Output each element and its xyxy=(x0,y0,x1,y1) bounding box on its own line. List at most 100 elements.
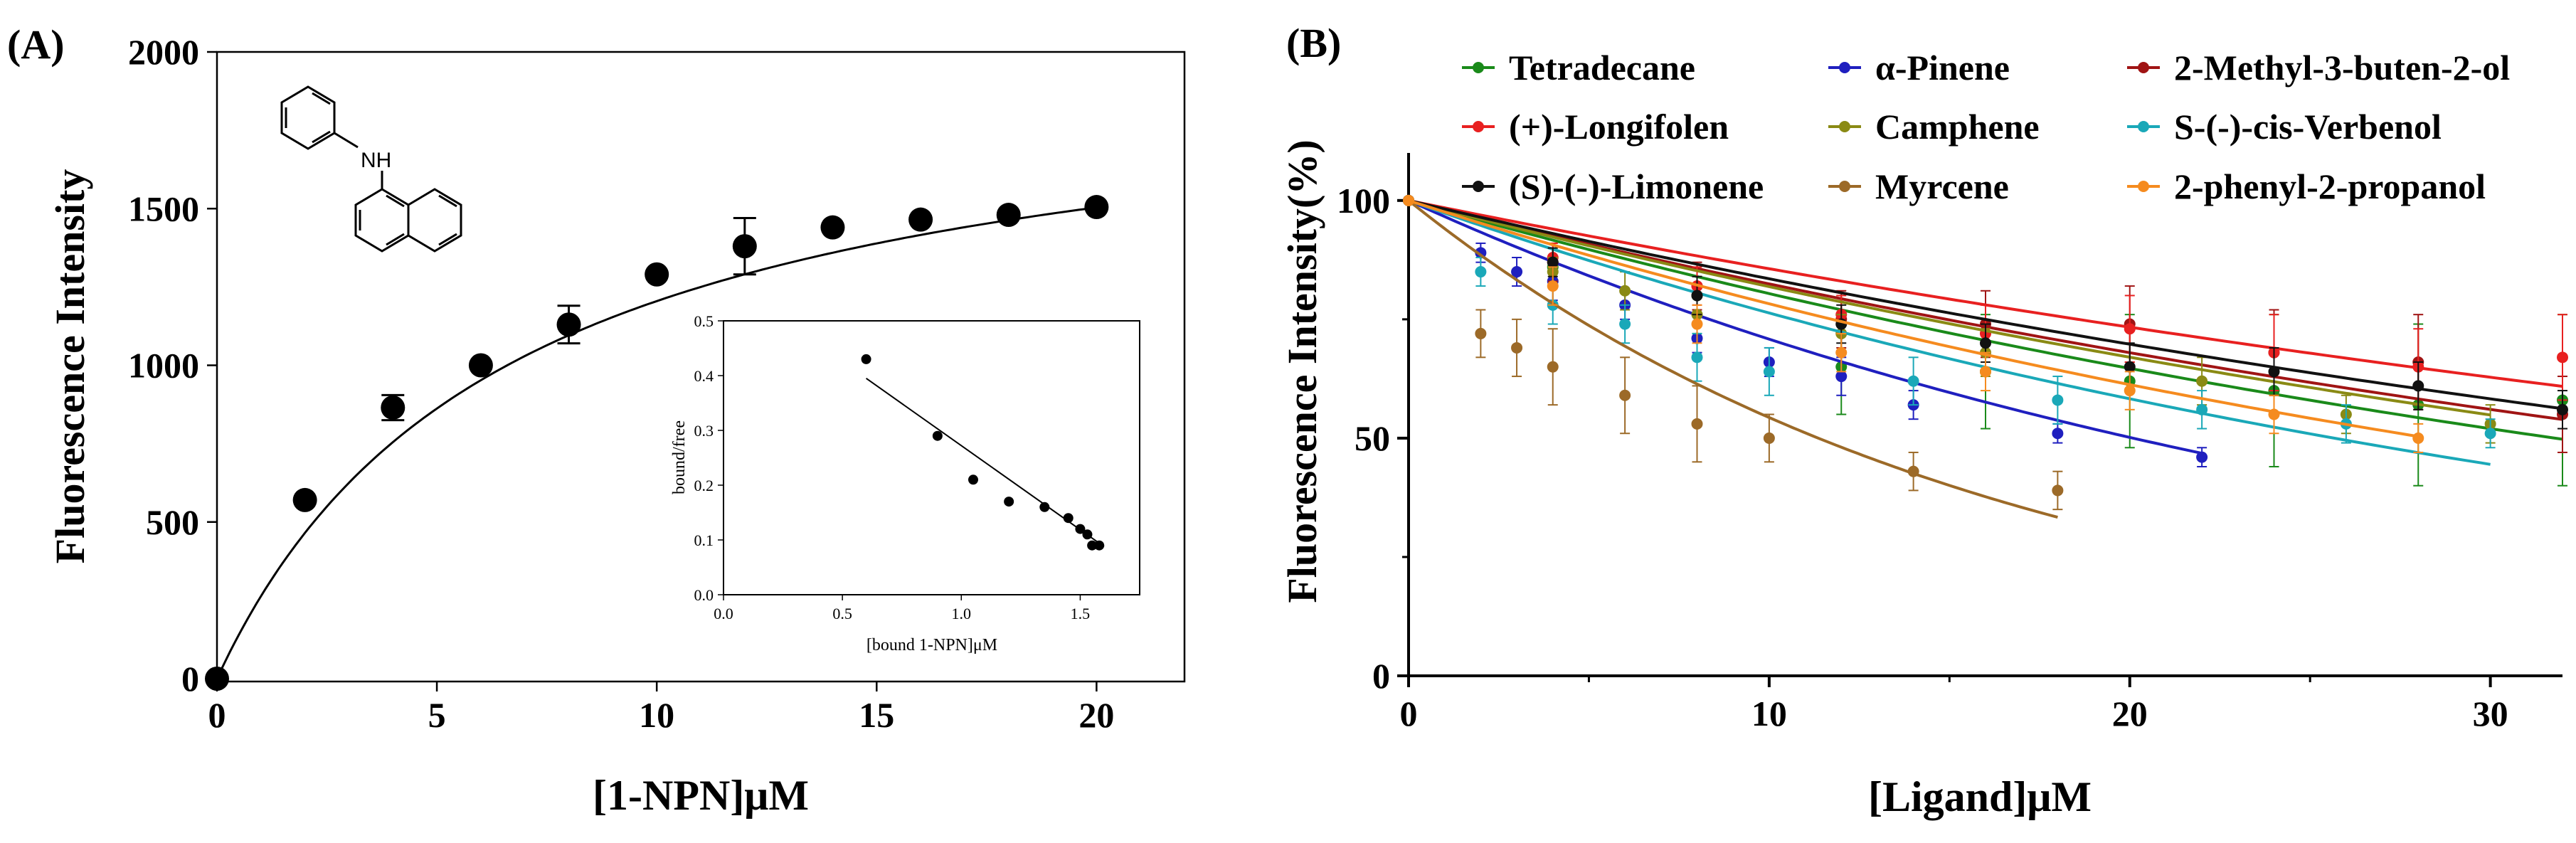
panel-a-y-tick-label: 0 xyxy=(181,659,199,699)
series-data-point xyxy=(1475,266,1487,278)
series-data-point xyxy=(2557,403,2568,415)
molecule-structure-1-npn xyxy=(280,85,462,253)
panel-a-data-point xyxy=(996,203,1021,228)
panel-a-label: (A) xyxy=(7,21,65,68)
legend-marker xyxy=(1839,121,1850,132)
legend-marker xyxy=(1473,181,1484,192)
legend-marker xyxy=(1473,62,1484,73)
panel-a-x-tick-label: 20 xyxy=(1078,695,1114,735)
panel-b-x-tick-label: 10 xyxy=(1751,694,1787,733)
inset-y-tick-label: 0.5 xyxy=(694,312,714,330)
series-data-point xyxy=(2124,385,2136,397)
legend-label: Camphene xyxy=(1875,107,2040,147)
panel-a-data-point xyxy=(292,487,317,512)
naphthalene-ring-right xyxy=(407,188,462,253)
legend-item: (S)-(-)-Limonene xyxy=(1462,166,1764,206)
legend-label: (S)-(-)-Limonene xyxy=(1509,166,1764,206)
panel-b-y-tick-label: 100 xyxy=(1337,181,1390,221)
panel-a-x-tick-label: 0 xyxy=(208,695,226,735)
inset-data-point xyxy=(1082,529,1093,540)
panel-a-data-point xyxy=(468,353,493,378)
panel-a-y-tick-label: 1500 xyxy=(128,189,199,228)
series-data-point xyxy=(1763,432,1775,444)
panel-b-x-axis-title: [Ligand]μM xyxy=(1868,773,2092,820)
series-data-point xyxy=(1691,351,1703,364)
legend-label: Myrcene xyxy=(1875,166,2009,206)
panel-a-y-axis-title: Fluorescence Intensity xyxy=(47,169,93,564)
series-data-point xyxy=(2196,375,2208,387)
naphthalene-double-bond xyxy=(438,233,457,246)
series-data-point xyxy=(2412,432,2424,444)
legend-label: 2-Methyl-3-buten-2-ol xyxy=(2174,48,2510,88)
series-data-point xyxy=(1980,337,1991,349)
inset-marks: 0.0 0.5 1.0 1.5 0.0 0.1 0.2 0.3 0.4 0.5 xyxy=(694,312,1105,622)
inset-data-point xyxy=(968,474,978,485)
legend-marker xyxy=(2138,121,2149,132)
inset-y-tick-label: 0.1 xyxy=(694,531,714,549)
panel-a-data-point xyxy=(645,262,669,287)
inset-x-tick-label: 1.5 xyxy=(1071,605,1091,622)
series-data-point xyxy=(1691,318,1703,330)
legend-label: 2-phenyl-2-propanol xyxy=(2174,166,2486,206)
series-data-point xyxy=(2124,361,2136,373)
legend-item: 2-Methyl-3-buten-2-ol xyxy=(2127,48,2510,88)
inset-y-tick-label: 0.4 xyxy=(694,367,714,385)
series-data-point xyxy=(2268,408,2280,420)
legend-item: Myrcene xyxy=(1828,166,2009,206)
panel-a-data-point xyxy=(732,234,757,259)
series-fit-curve xyxy=(1408,198,2203,455)
series-data-point xyxy=(1763,366,1775,378)
inset-data-point xyxy=(1063,513,1074,524)
legend-item: 2-phenyl-2-propanol xyxy=(2127,166,2486,206)
inset-data-point xyxy=(1075,524,1086,534)
panel-b-y-axis-title: Fluorescence Intensity(%) xyxy=(1279,139,1325,603)
inset-y-tick-label: 0.3 xyxy=(694,422,714,440)
panel-b-x-tick-label: 30 xyxy=(2473,694,2508,733)
panel-b-marks: 0 10 20 30 0 50 100 Tetradecane α-Pinene 2-Methyl… xyxy=(1337,48,2568,733)
series-data-point xyxy=(1619,389,1631,401)
panel-a-plot-frame xyxy=(216,51,1186,683)
series-data-point xyxy=(1511,341,1523,354)
panel-a-data-point xyxy=(381,395,406,420)
series-fit-curve xyxy=(1408,198,2419,438)
inset-data-point xyxy=(861,354,871,364)
panel-a: (A) [1-NPN]μM Fluorescence Intensity NH … xyxy=(7,21,1186,819)
series-data-point xyxy=(1980,366,1991,378)
series-data-point xyxy=(2557,351,2568,364)
legend-marker xyxy=(1473,121,1484,132)
legend-item: Camphene xyxy=(1828,107,2040,147)
inset-plot-frame xyxy=(723,320,1140,595)
series-data-point xyxy=(2484,428,2496,440)
series-data-point xyxy=(1907,375,1919,387)
series-2-phenyl-2-propanol xyxy=(1403,194,2424,453)
legend-item: α-Pinene xyxy=(1828,48,2010,88)
panel-a-fit-curve xyxy=(216,206,1097,679)
panel-a-data-point xyxy=(820,215,845,240)
series-data-point xyxy=(2268,366,2280,378)
series-data-point xyxy=(1619,285,1631,297)
legend-marker xyxy=(1839,62,1850,73)
panel-a-data-point xyxy=(205,667,229,691)
panel-a-x-tick-label: 10 xyxy=(639,695,674,735)
panel-a-x-tick-label: 15 xyxy=(859,695,894,735)
series-data-point xyxy=(1907,465,1919,477)
panel-a-x-axis-title: [1-NPN]μM xyxy=(593,772,809,819)
inset-y-tick-label: 0.2 xyxy=(694,477,714,494)
legend-marker xyxy=(1839,181,1850,192)
series-data-point xyxy=(1835,371,1848,383)
panel-b-y-tick-label: 50 xyxy=(1355,418,1390,458)
inset-x-axis-title: [bound 1-NPN]μM xyxy=(866,636,997,654)
naphthalene-double-bond xyxy=(386,233,405,246)
series-fit-curve xyxy=(1408,198,2491,466)
series-fit-curve xyxy=(1407,199,2058,519)
inset-data-point xyxy=(932,430,943,441)
panel-b-label: (B) xyxy=(1286,20,1341,66)
legend-label: Tetradecane xyxy=(1509,48,1695,88)
inset-x-tick-label: 1.0 xyxy=(952,605,972,622)
series-data-point xyxy=(1511,266,1523,278)
legend-label: (+)-Longifolen xyxy=(1509,107,1729,147)
series-data-point xyxy=(2196,403,2208,415)
series-myrcene xyxy=(1403,194,2064,519)
